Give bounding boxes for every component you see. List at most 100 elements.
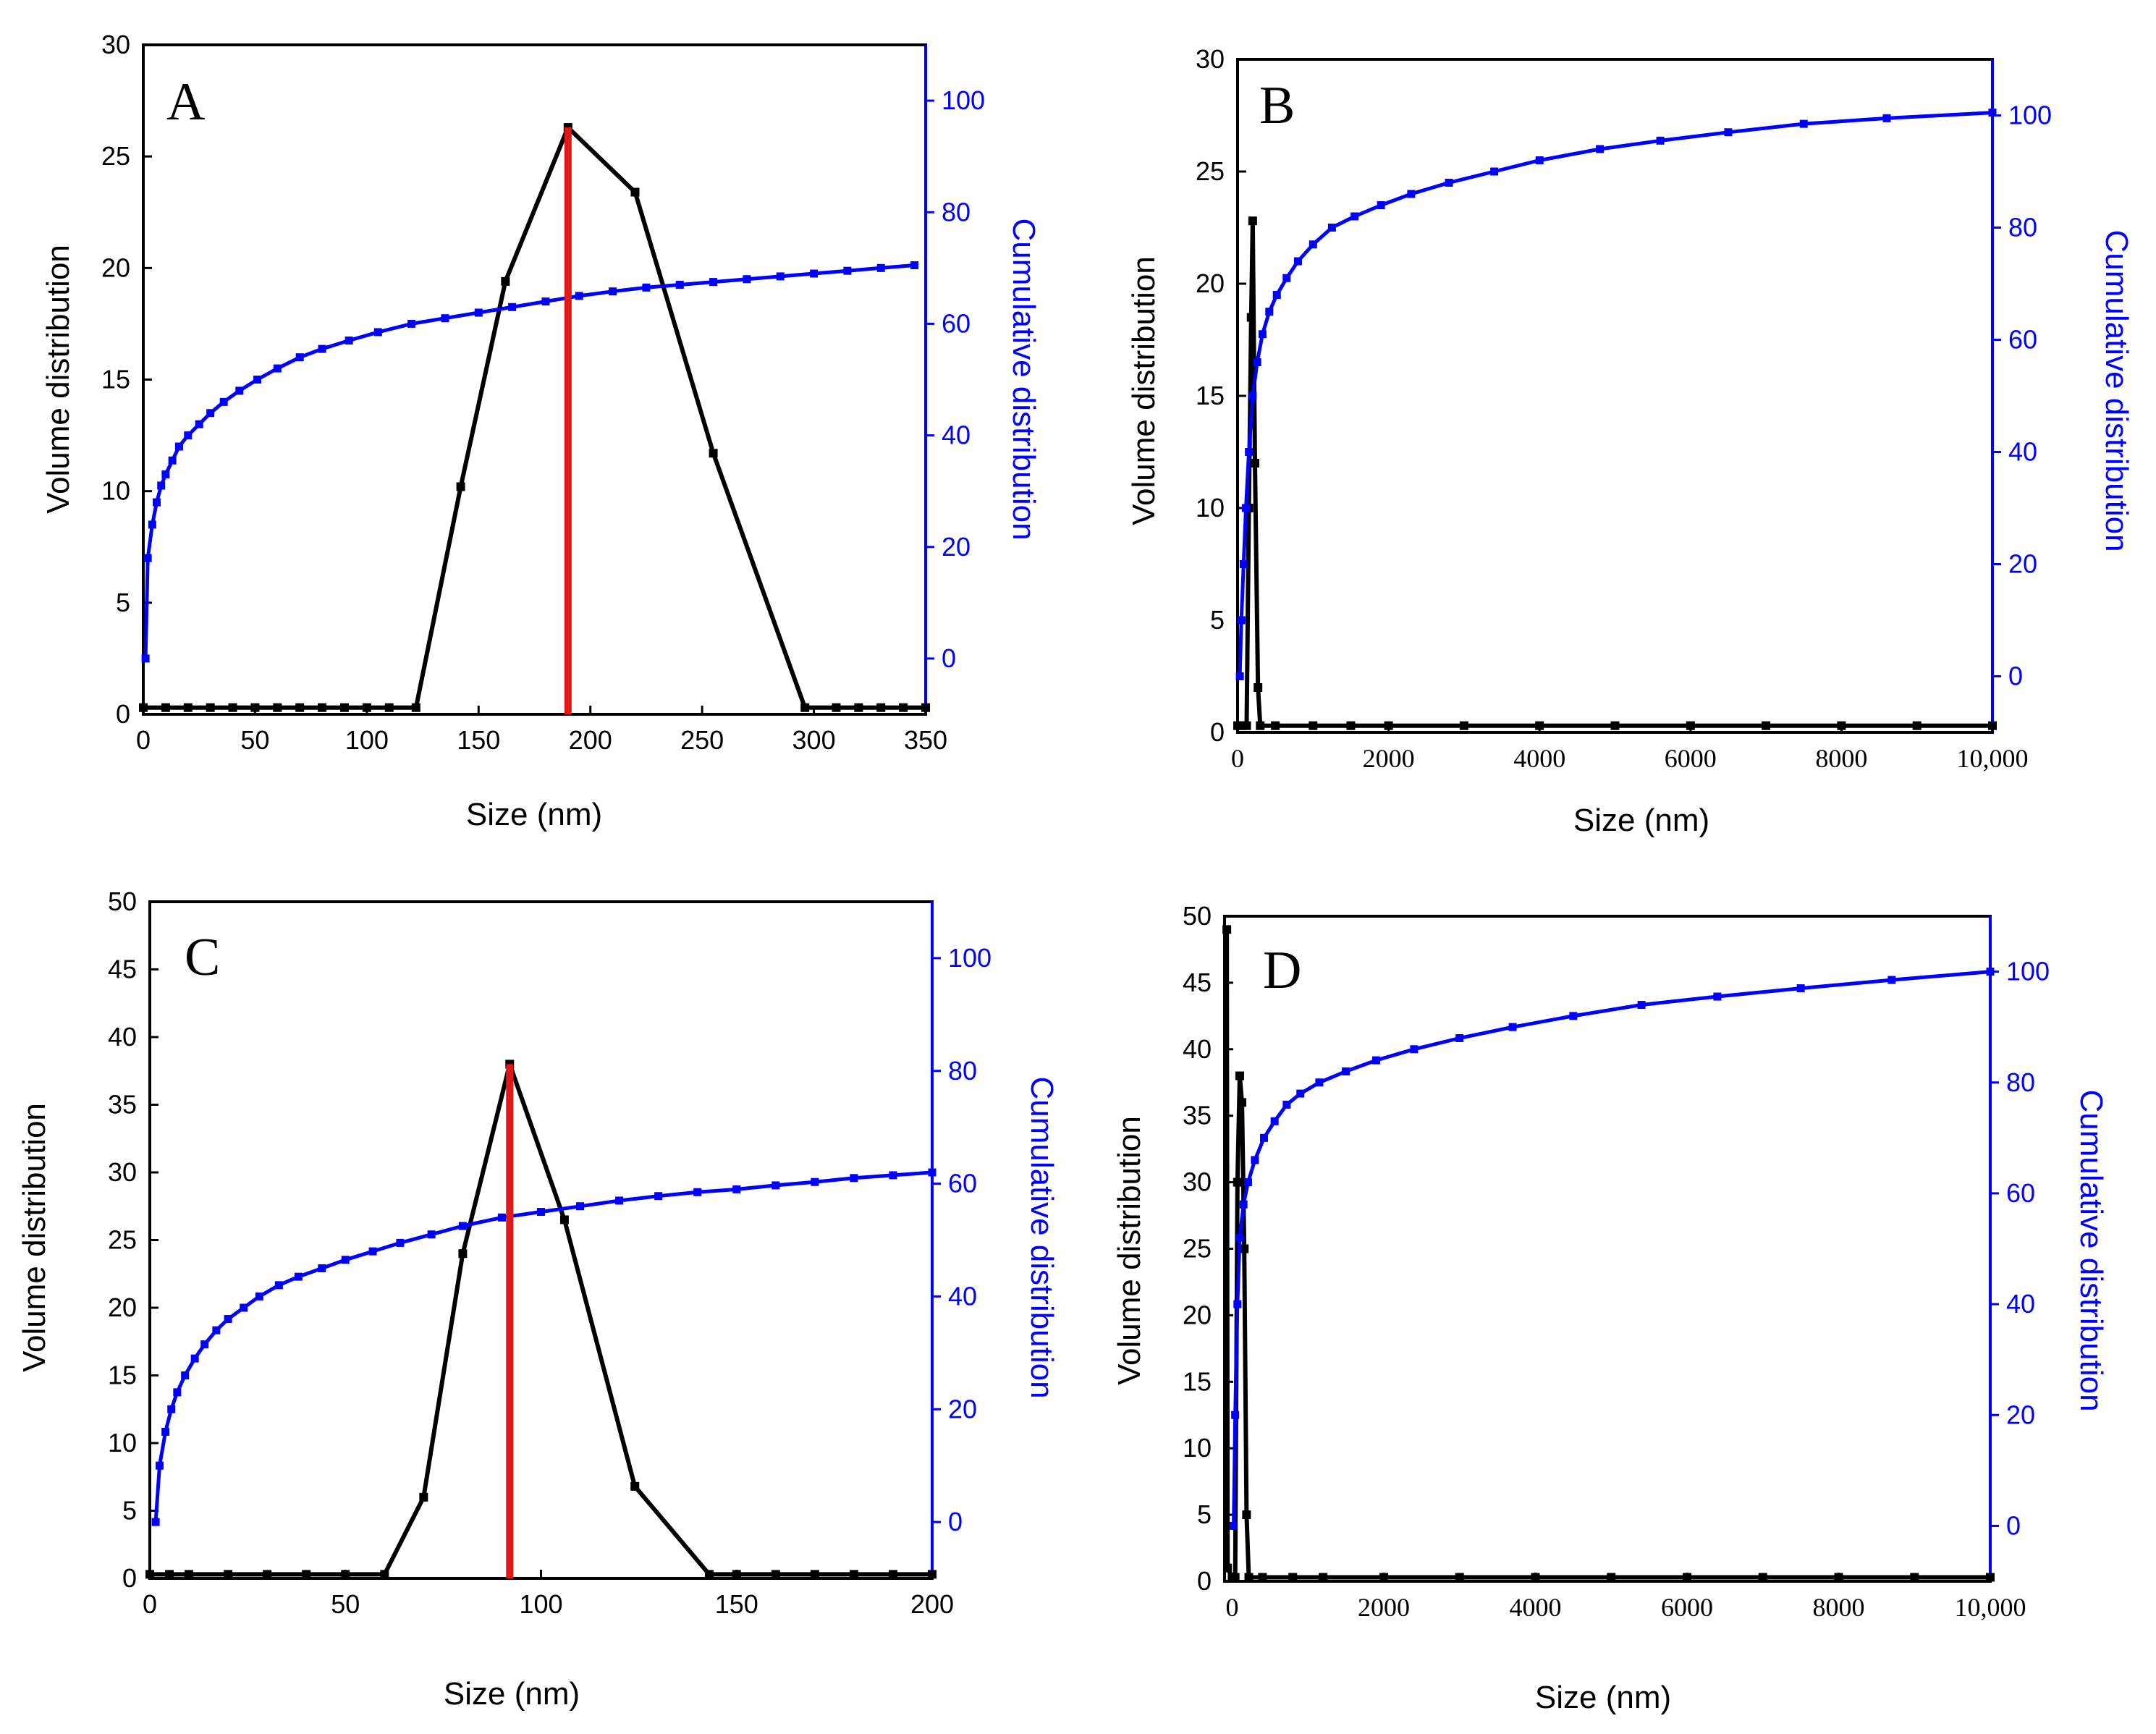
cumulative-point-a	[174, 442, 183, 451]
volume-point-c	[380, 1570, 389, 1579]
cumulative-point-d	[1508, 1023, 1517, 1031]
y-tick-label-c: 50	[108, 887, 137, 916]
y-tick-label-b: 0	[1210, 717, 1225, 747]
cumulative-point-c	[889, 1171, 897, 1180]
volume-point-c	[732, 1570, 741, 1579]
x-tick-label-a: 150	[457, 725, 500, 755]
volume-point-d	[1986, 1573, 1995, 1582]
cumulative-point-b	[1282, 274, 1291, 282]
cumulative-point-c	[368, 1247, 377, 1256]
y2-tick-label-c: 0	[948, 1507, 963, 1536]
volume-point-b	[1988, 721, 1997, 730]
y-tick-label-c: 40	[108, 1022, 137, 1052]
cumulative-point-a	[273, 364, 282, 373]
y2-axis-title-b: Cumulative distribution	[2099, 229, 2134, 551]
cumulative-point-a	[153, 498, 161, 507]
cumulative-point-b	[1239, 560, 1248, 568]
cumulative-point-c	[732, 1185, 741, 1193]
cumulative-point-a	[407, 319, 416, 328]
volume-point-b	[1248, 216, 1257, 226]
cumulative-point-b	[1724, 128, 1733, 137]
y2-tick-label-a: 20	[942, 532, 971, 562]
volume-point-a	[339, 703, 349, 712]
cumulative-point-d	[1239, 1200, 1248, 1209]
x-tick-label-a: 50	[240, 725, 269, 755]
cumulative-point-d	[1251, 1156, 1259, 1164]
y-axis-title-d: Volume distribution	[1112, 1116, 1147, 1385]
volume-point-d	[1910, 1573, 1919, 1582]
x-tick-label-c: 50	[331, 1589, 360, 1619]
volume-point-b	[1246, 313, 1256, 322]
cumulative-point-a	[474, 308, 483, 317]
x-tick-label-a: 250	[680, 725, 724, 755]
cumulative-point-c	[181, 1371, 190, 1379]
cumulative-point-b	[1407, 190, 1416, 198]
cumulative-point-c	[318, 1264, 326, 1272]
cumulative-point-b	[1799, 119, 1808, 128]
volume-point-a	[228, 703, 237, 712]
cumulative-point-a	[143, 554, 152, 562]
cumulative-point-b	[1596, 145, 1605, 153]
cumulative-point-a	[575, 292, 583, 300]
volume-point-b	[1459, 721, 1468, 730]
y-tick-label-c: 0	[122, 1563, 137, 1593]
cumulative-point-c	[850, 1174, 858, 1183]
volume-point-c	[458, 1249, 468, 1259]
y2-tick-label-b: 100	[2008, 101, 2052, 130]
y-tick-label-c: 25	[108, 1225, 137, 1255]
cumulative-point-b	[1327, 224, 1336, 232]
cumulative-point-c	[576, 1202, 585, 1211]
x-tick-label-a: 350	[904, 725, 947, 755]
cumulative-point-a	[609, 287, 617, 296]
y2-tick-label-a: 60	[942, 308, 971, 338]
cumulative-point-c	[173, 1388, 182, 1397]
x-tick-label-c: 100	[519, 1589, 562, 1619]
volume-point-a	[318, 703, 327, 712]
volume-point-a	[139, 703, 148, 712]
volume-point-a	[411, 703, 420, 712]
y2-tick-label-c: 60	[948, 1169, 977, 1198]
volume-point-a	[273, 703, 282, 712]
volume-point-d	[1288, 1573, 1298, 1582]
volume-point-c	[559, 1215, 569, 1225]
x-tick-label-d: 6000	[1661, 1593, 1713, 1622]
volume-point-a	[832, 703, 841, 712]
cumulative-line-a	[143, 263, 915, 659]
volume-point-d	[1607, 1573, 1616, 1582]
x-tick-label-a: 0	[136, 725, 151, 755]
cumulative-point-a	[508, 303, 517, 311]
y-tick-label-a: 30	[101, 30, 130, 59]
y2-tick-label-d: 20	[2006, 1400, 2035, 1429]
y2-tick-label-d: 100	[2006, 957, 2050, 986]
volume-point-a	[630, 187, 640, 197]
x-tick-label-b: 0	[1231, 744, 1244, 773]
x-tick-label-c: 150	[715, 1589, 758, 1619]
y-tick-label-c: 5	[122, 1496, 137, 1526]
volume-point-d	[1244, 1573, 1254, 1582]
volume-point-d	[1758, 1573, 1767, 1582]
volume-point-c	[263, 1570, 272, 1579]
panel-a: 0 50 100 150 200 250 300 350 0 5 10 15 20 25 30 0 20 40…	[41, 30, 1041, 832]
cumulative-point-a	[642, 283, 651, 292]
series-c	[145, 1060, 937, 1579]
y-tick-label-b: 25	[1196, 156, 1225, 186]
y2-tick-label-d: 0	[2006, 1510, 2021, 1540]
cumulative-point-d	[1887, 976, 1896, 984]
cumulative-point-d	[1455, 1033, 1464, 1042]
volume-line-c	[150, 1062, 932, 1577]
panel-d: 0 2000 4000 6000 8000 10,000 0 5 10 15 20 25 30 35 40…	[1112, 901, 2109, 1715]
cumulative-point-b	[1656, 136, 1665, 145]
series-d	[1222, 925, 1995, 1582]
volume-point-b	[1309, 721, 1318, 730]
y2-tick-label-a: 100	[942, 85, 985, 115]
volume-point-c	[165, 1570, 174, 1579]
x-tick-label-b: 8000	[1815, 744, 1867, 773]
series-a	[139, 123, 930, 714]
volume-point-b	[1254, 683, 1263, 692]
cumulative-point-c	[771, 1181, 780, 1190]
cumulative-point-c	[167, 1405, 176, 1413]
y-tick-label-a: 25	[101, 141, 130, 171]
cumulative-point-c	[212, 1326, 221, 1335]
volume-point-d	[1242, 1510, 1251, 1520]
volume-point-a	[800, 703, 810, 712]
